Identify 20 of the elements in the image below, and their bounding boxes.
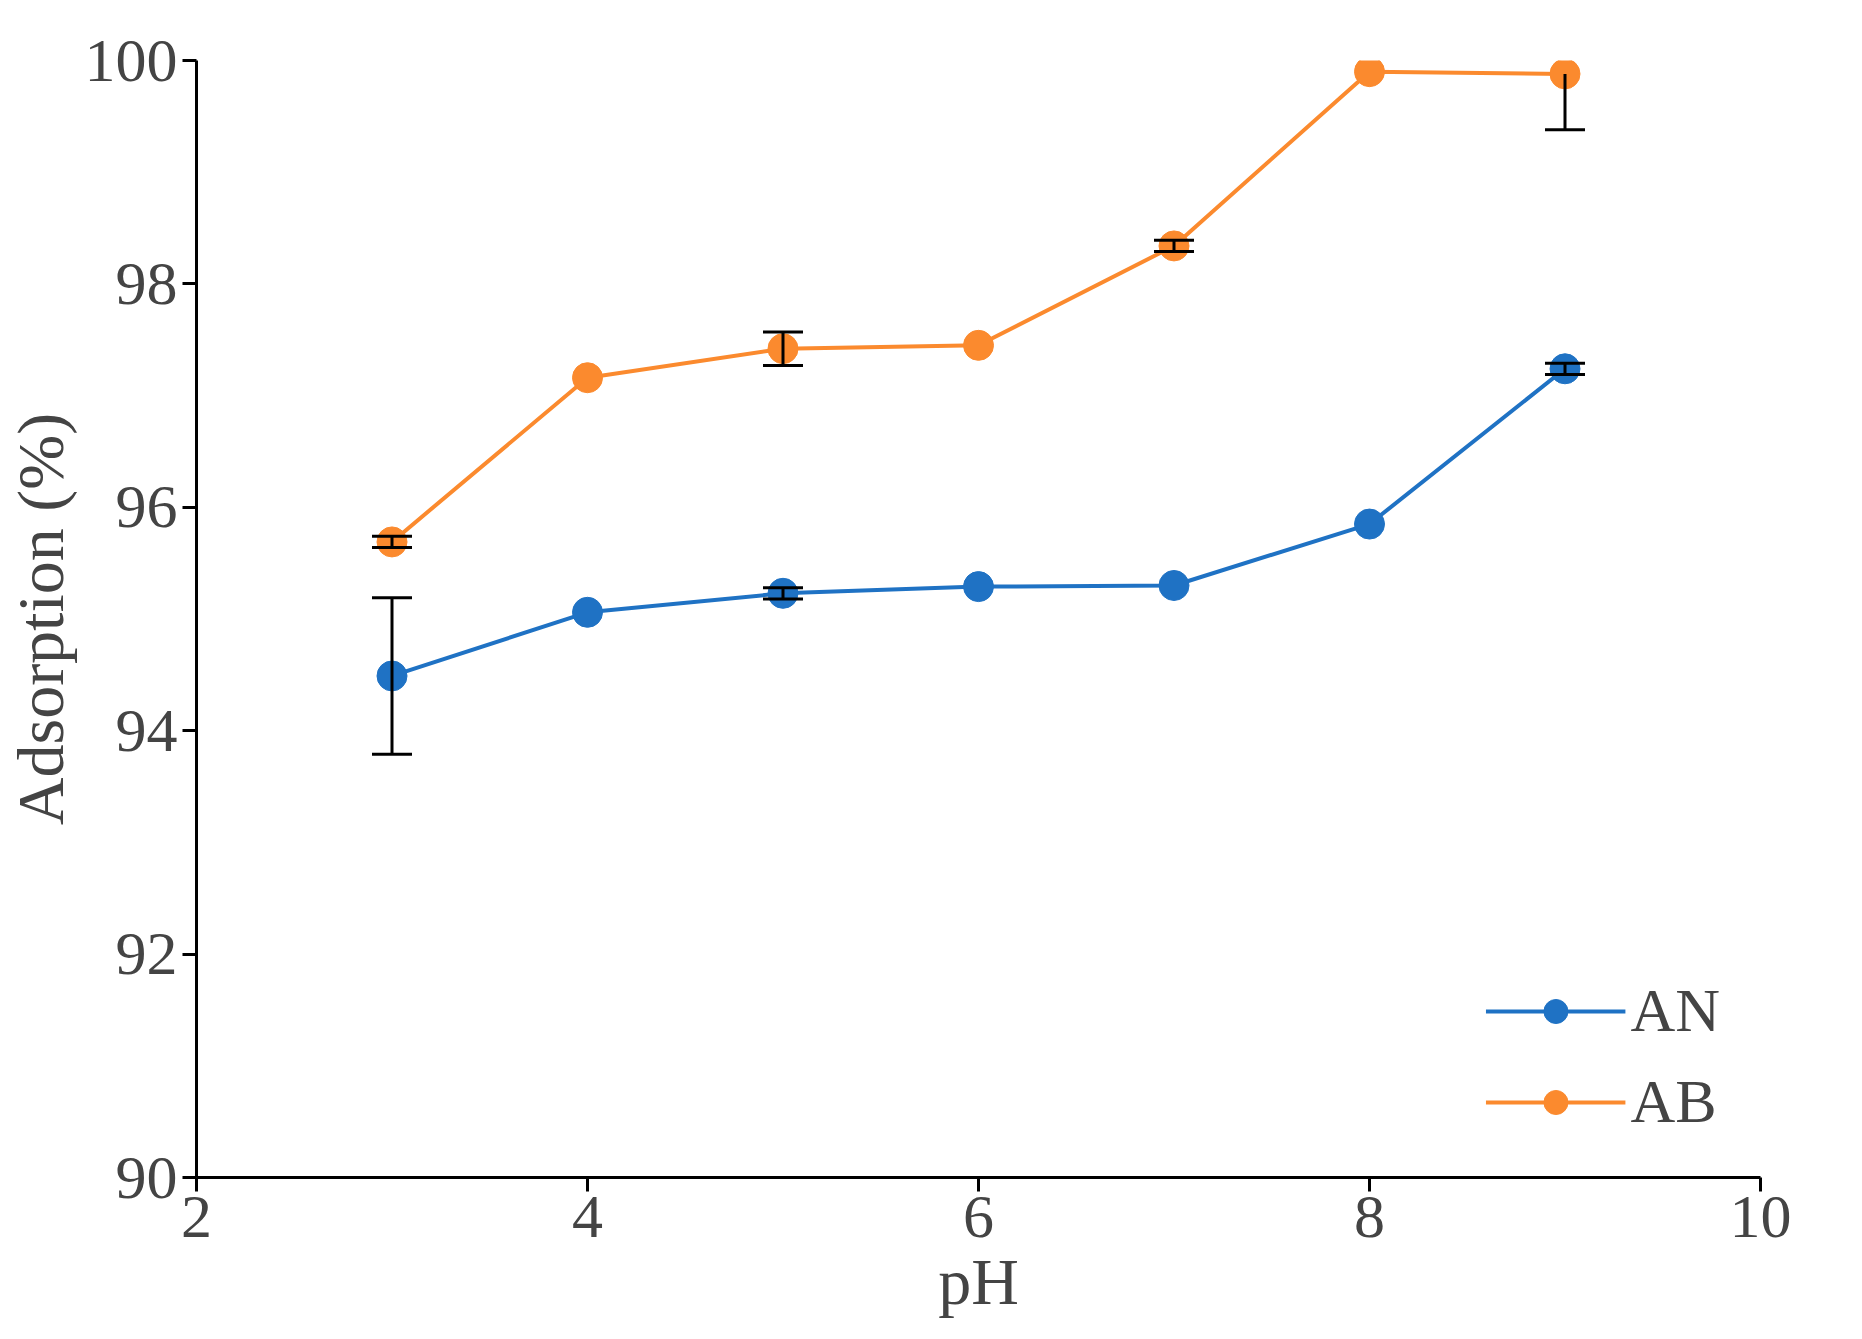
y-tick-label: 90 (115, 1142, 178, 1211)
y-tick-label: 100 (84, 25, 178, 94)
y-tick-label: 94 (115, 695, 178, 764)
y-axis-title: Adsorption (%) (3, 412, 78, 826)
point (572, 362, 603, 394)
point (572, 596, 603, 628)
x-tick-label: 8 (1354, 1181, 1385, 1250)
legend-label: AN (1630, 975, 1720, 1046)
point (963, 571, 994, 603)
x-tick-label: 4 (572, 1181, 603, 1250)
legend-label: AB (1630, 1066, 1717, 1137)
point (963, 329, 994, 361)
x-tick-label: 10 (1729, 1181, 1792, 1250)
y-tick-label: 96 (115, 472, 178, 541)
point (1549, 60, 1581, 90)
x-tick-label: 2 (181, 1181, 212, 1250)
point (1354, 508, 1385, 540)
y-tick-label: 98 (115, 248, 178, 317)
point (1158, 570, 1190, 601)
y-tick-label: 92 (115, 919, 178, 988)
